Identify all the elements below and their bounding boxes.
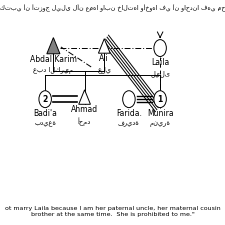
Circle shape [154,40,166,56]
Text: بديعة: بديعة [34,121,56,127]
Circle shape [39,91,51,108]
Text: Ali: Ali [99,54,109,63]
Circle shape [123,91,135,108]
Polygon shape [47,38,60,54]
Text: فريدة: فريدة [118,121,140,127]
Text: Ahmad: Ahmad [71,105,98,114]
Text: منيرة: منيرة [150,121,171,127]
Circle shape [154,91,166,108]
Text: عبد الكريم: عبد الكريم [33,67,73,74]
Text: مكتبي أن أتزوج ليلى لأن عمها وابن خالتها وأخوها في أن واحدنا فهي محر: مكتبي أن أتزوج ليلى لأن عمها وابن خالتها… [0,5,225,12]
Text: 1: 1 [158,95,163,104]
Text: ot marry Laila because I am her paternal uncle, her maternal cousin
brother at t: ot marry Laila because I am her paternal… [5,206,220,217]
Text: ليلى: ليلى [150,70,170,77]
Polygon shape [79,90,90,104]
Text: علي: علي [97,67,111,73]
Text: Abdal Karim: Abdal Karim [30,55,77,64]
Text: Badi'a: Badi'a [33,109,57,118]
Text: Laila: Laila [151,58,169,67]
Text: 2: 2 [43,95,48,104]
Text: أحمد: أحمد [78,118,91,126]
Text: Munira: Munira [147,109,173,118]
Polygon shape [98,39,110,53]
Text: Farida.: Farida. [116,109,142,118]
